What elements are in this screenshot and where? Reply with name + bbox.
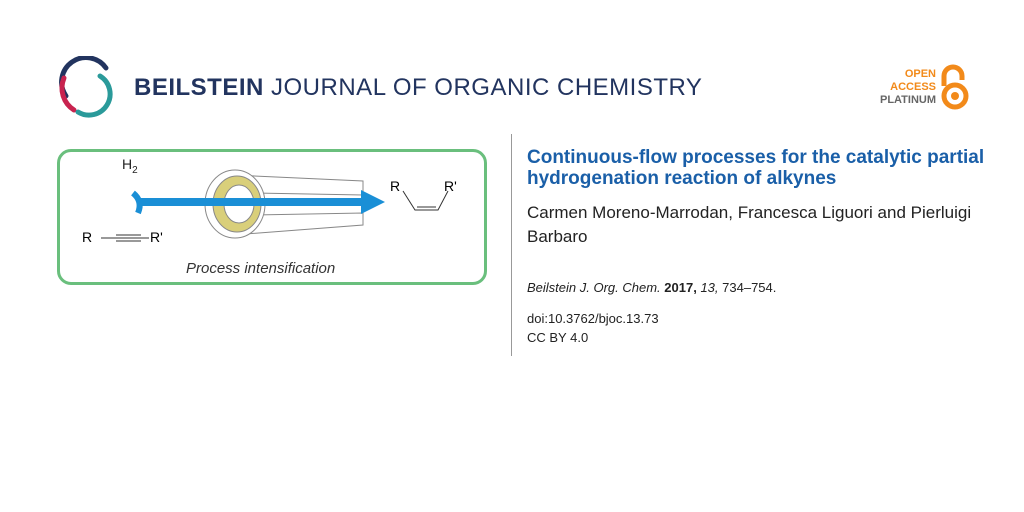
article-title[interactable]: Continuous-flow processes for the cataly… (527, 147, 985, 189)
reactant-r-prime: R' (150, 229, 163, 245)
journal-name: BEILSTEIN JOURNAL OF ORGANIC CHEMISTRY (134, 74, 702, 102)
figure-caption: Process intensification (186, 260, 336, 277)
journal-name-rest: JOURNAL OF ORGANIC CHEMISTRY (271, 74, 703, 101)
badge-platinum: PLATINUM (880, 94, 937, 106)
citation-year: 2017, (664, 280, 697, 295)
journal-logo-icon (59, 56, 113, 118)
badge-access: ACCESS (890, 81, 937, 93)
citation-journal: Beilstein J. Org. Chem. (527, 280, 661, 295)
h2-subscript: 2 (132, 164, 138, 176)
h2-label: H2 (122, 156, 138, 176)
journal-name-bold: BEILSTEIN (134, 74, 264, 101)
badge-open: OPEN (904, 68, 937, 80)
reactant-r: R (82, 229, 93, 245)
citation-pages: 734–754. (722, 280, 777, 295)
product-r: R (390, 178, 401, 194)
open-lock-icon (941, 64, 969, 110)
doi[interactable]: doi:10.3762/bjoc.13.73 (527, 311, 659, 326)
reactor-illustration (101, 169, 449, 242)
h2-symbol: H (122, 156, 133, 172)
graphical-abstract: H2 R R' R R' Process intensification (57, 149, 487, 285)
article-authors: Carmen Moreno-Marrodan, Francesca Liguor… (527, 203, 972, 246)
license: CC BY 4.0 (527, 330, 589, 345)
citation-volume: 13, (700, 280, 719, 295)
open-access-badge: OPEN ACCESS PLATINUM (880, 68, 936, 107)
divider (511, 134, 512, 356)
product-r-prime: R' (444, 178, 457, 194)
citation: Beilstein J. Org. Chem. 2017, 13, 734–75… (527, 280, 776, 295)
